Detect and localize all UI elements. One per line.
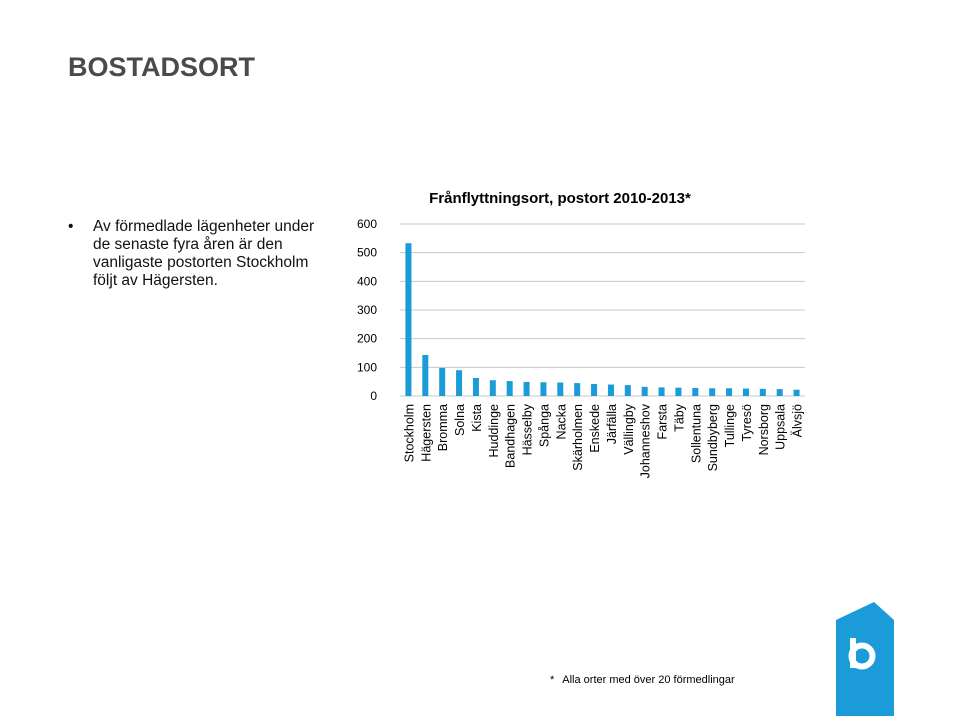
x-tick-label: Sundbyberg [706, 404, 720, 471]
footnote-mark: * [550, 674, 555, 686]
x-tick-label: Järfälla [605, 404, 619, 444]
x-tick-label: Bandhagen [504, 404, 518, 468]
y-tick-label: 0 [370, 389, 377, 403]
bar [456, 370, 463, 396]
x-tick-label: Nacka [554, 404, 568, 439]
bar [591, 383, 598, 396]
bar [540, 382, 547, 396]
x-tick-label: Bromma [436, 404, 450, 451]
x-tick-label: Hässelby [521, 403, 535, 455]
bar [658, 387, 665, 396]
slide-title: BOSTADSORT [68, 52, 255, 82]
bar [624, 385, 631, 396]
x-tick-label: Täby [672, 403, 686, 432]
bar [759, 388, 766, 396]
bar [422, 355, 429, 396]
letter-b-logo-icon [836, 602, 894, 716]
bar [692, 387, 699, 396]
chart-bars [405, 243, 800, 396]
x-tick-label: Huddinge [487, 404, 501, 458]
x-tick-label: Norsborg [757, 404, 771, 455]
x-tick-label: Enskede [588, 404, 602, 453]
x-tick-label: Stockholm [402, 404, 416, 462]
footnote: * Alla orter med över 20 förmedlingar [550, 674, 735, 686]
x-tick-label: Spånga [537, 404, 551, 447]
x-axis-ticks: Stockholm Hägersten Bromma Solna Kista Huddin… [402, 403, 804, 478]
footnote-text: Alla orter med över 20 förmedlingar [562, 674, 735, 686]
x-tick-label: Tullinge [723, 404, 737, 447]
bar [439, 367, 446, 396]
bar [776, 389, 783, 396]
bar [489, 380, 496, 396]
x-tick-label: Kista [470, 404, 484, 432]
chart-grid [400, 223, 805, 397]
bar [793, 389, 800, 396]
y-tick-label: 600 [357, 217, 377, 231]
bar [574, 383, 581, 396]
y-axis-ticks: 0 100 200 300 400 500 600 [357, 217, 377, 403]
bar [506, 381, 513, 396]
x-tick-label: Älvsjö [791, 404, 805, 437]
bar [726, 388, 733, 396]
bar [641, 386, 648, 396]
x-tick-label: Skärholmen [571, 404, 585, 471]
bullet-dot: • [68, 218, 74, 235]
y-tick-label: 100 [357, 360, 377, 374]
x-tick-label: Uppsala [774, 404, 788, 450]
x-tick-label: Tyresö [740, 404, 754, 442]
bar [557, 382, 564, 396]
x-tick-label: Hägersten [419, 404, 433, 462]
y-tick-label: 300 [357, 303, 377, 317]
x-tick-label: Farsta [656, 404, 670, 439]
bullet-text: Av förmedlade lägenheter under de senast… [93, 218, 315, 289]
x-tick-label: Vällingby [622, 403, 636, 454]
y-tick-label: 400 [357, 274, 377, 288]
bar [405, 243, 412, 396]
x-tick-label: Johanneshov [639, 403, 653, 478]
bar [709, 388, 716, 396]
chart-title: Frånflyttningsort, postort 2010-2013* [429, 190, 691, 207]
bar [523, 381, 530, 396]
x-tick-label: Sollentuna [689, 404, 703, 463]
y-tick-label: 500 [357, 246, 377, 260]
y-tick-label: 200 [357, 332, 377, 346]
x-tick-label: Solna [453, 404, 467, 436]
bar [675, 387, 682, 396]
bar [607, 384, 614, 396]
bar [472, 377, 479, 396]
bar [742, 388, 749, 396]
